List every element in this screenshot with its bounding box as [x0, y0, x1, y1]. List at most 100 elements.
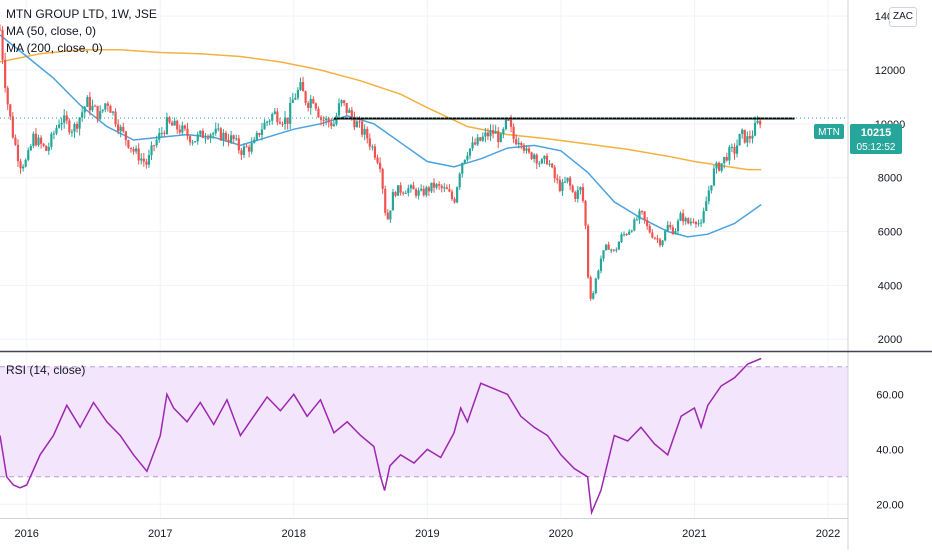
candle-body: [667, 225, 669, 231]
candle-body: [392, 192, 394, 210]
rsi-band-layer: [0, 367, 848, 477]
y-axis[interactable]: 140001200010000800060004000200060.0040.0…: [875, 11, 906, 511]
candle-body: [669, 225, 671, 227]
candle-body: [343, 100, 345, 103]
candle-body: [548, 164, 550, 165]
rsi-label[interactable]: RSI (14, close): [6, 362, 85, 379]
candle-body: [651, 233, 653, 238]
candle-body: [351, 110, 353, 117]
ma50-legend[interactable]: MA (50, close, 0): [6, 23, 157, 40]
ma200-legend[interactable]: MA (200, close, 0): [6, 40, 157, 57]
candle-body: [322, 120, 324, 121]
candle-body: [127, 140, 129, 148]
candle-body: [703, 211, 705, 223]
candle-body: [546, 156, 548, 164]
candle-body: [464, 160, 466, 163]
candle-body: [602, 250, 604, 258]
candle-body: [759, 121, 761, 125]
ma200-layer: [0, 50, 761, 170]
candle-body: [520, 143, 522, 145]
candle-body: [120, 127, 122, 131]
candle-body: [369, 138, 371, 146]
candle-body: [502, 129, 504, 134]
candle-body: [405, 193, 407, 194]
candle-body: [739, 134, 741, 146]
candle-body: [19, 161, 21, 168]
price-badge: MTN 10215 05:12:52: [814, 124, 902, 154]
candle-body: [71, 132, 73, 133]
candle-body: [374, 147, 376, 158]
candle-body: [423, 189, 425, 195]
candle-body: [4, 60, 6, 88]
candle-body: [235, 138, 237, 139]
candle-body: [610, 250, 612, 251]
rsi-legend[interactable]: RSI (14, close): [6, 362, 85, 379]
candle-body: [140, 159, 142, 161]
candle-body: [410, 185, 412, 188]
candle-body: [43, 144, 45, 146]
candle-body: [656, 239, 658, 240]
candle-body: [207, 138, 209, 139]
candle-body: [636, 220, 638, 221]
candle-body: [757, 121, 759, 123]
candle-body: [487, 133, 489, 137]
candle-body: [225, 133, 227, 140]
candle-body: [150, 145, 152, 155]
candle-body: [402, 193, 404, 194]
candle-body: [708, 191, 710, 202]
candle-body: [186, 129, 188, 136]
candle-body: [741, 130, 743, 134]
candle-body: [335, 116, 337, 125]
candle-body: [407, 188, 409, 193]
candle-body: [251, 143, 253, 152]
candle-body: [597, 271, 599, 279]
candle-body: [692, 222, 694, 223]
candle-body: [132, 149, 134, 151]
candle-body: [687, 218, 689, 223]
candle-body: [328, 118, 330, 122]
candle-body: [726, 157, 728, 161]
candle-body: [477, 137, 479, 144]
candle-body: [620, 234, 622, 242]
currency-button[interactable]: ZAC: [889, 7, 917, 27]
candle-body: [12, 117, 14, 138]
candle-body: [222, 133, 224, 140]
candle-body: [497, 131, 499, 142]
candle-body: [281, 124, 283, 125]
candle-body: [104, 104, 106, 110]
candle-body: [315, 103, 317, 108]
candle-body: [641, 211, 643, 212]
candle-body: [533, 155, 535, 159]
candle-body: [744, 130, 746, 143]
candle-body: [366, 129, 368, 138]
candle-body: [638, 211, 640, 220]
candle-body: [30, 146, 32, 150]
rsi-tick-label: 60.00: [876, 389, 904, 401]
candle-body: [646, 220, 648, 226]
time-tick-label: 2016: [14, 528, 38, 540]
candle-body: [628, 232, 630, 235]
candle-body: [677, 221, 679, 231]
candle-body: [48, 147, 50, 151]
candle-body: [176, 121, 178, 130]
candle-body: [541, 159, 543, 163]
candle-body: [394, 192, 396, 196]
price-tick-label: 6000: [878, 227, 902, 239]
candle-body: [536, 155, 538, 164]
candle-body: [456, 187, 458, 202]
candle-body: [102, 110, 104, 112]
candle-body: [135, 148, 137, 151]
badge-countdown: 05:12:52: [857, 142, 896, 153]
candle-body: [245, 146, 247, 147]
candle-body: [664, 231, 666, 240]
ma50-line: [0, 35, 761, 237]
candle-body: [618, 242, 620, 250]
candle-body: [217, 128, 219, 129]
candle-body: [361, 122, 363, 135]
candle-body: [117, 124, 119, 131]
candle-body: [215, 129, 217, 134]
candle-body: [389, 211, 391, 220]
candle-body: [435, 184, 437, 188]
